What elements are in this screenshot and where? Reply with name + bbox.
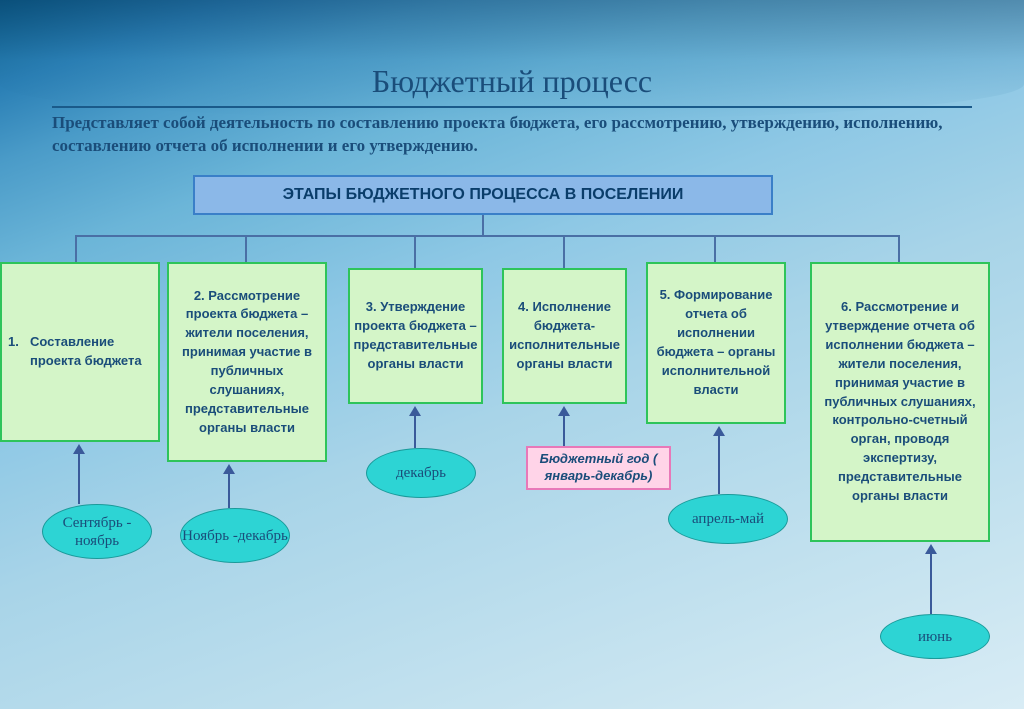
budget-year-box: Бюджетный год ( январь-декабрь) bbox=[526, 446, 671, 490]
page-title: Бюджетный процесс bbox=[52, 63, 972, 108]
stage-1-number: 1. bbox=[8, 333, 30, 371]
stage-6-box: 6. Рассмотрение и утверждение отчета об … bbox=[810, 262, 990, 542]
stage-1-box: 1. Составление проекта бюджета bbox=[0, 262, 160, 442]
stage-4-box: 4. Исполнение бюджета- исполнительные ор… bbox=[502, 268, 627, 404]
connector bbox=[245, 235, 247, 262]
stage-1-text: Составление проекта бюджета bbox=[30, 333, 152, 371]
connector bbox=[714, 235, 716, 262]
header-box: ЭТАПЫ БЮДЖЕТНОГО ПРОЦЕССА В ПОСЕЛЕНИИ bbox=[193, 175, 773, 215]
stage-2-box: 2. Рассмотрение проекта бюджета – жители… bbox=[167, 262, 327, 462]
connector bbox=[75, 235, 77, 262]
stage-5-box: 5. Формирование отчета об исполнении бюд… bbox=[646, 262, 786, 424]
arrow bbox=[414, 412, 416, 448]
connector bbox=[482, 215, 484, 235]
stage-3-box: 3. Утверждение проекта бюджета – предста… bbox=[348, 268, 483, 404]
connector bbox=[898, 235, 900, 262]
connector bbox=[75, 235, 900, 237]
arrow bbox=[228, 470, 230, 508]
page-subtitle: Представляет собой деятельность по соста… bbox=[52, 112, 972, 158]
period-2: Ноябрь -декабрь bbox=[180, 508, 290, 563]
period-1: Сентябрь - ноябрь bbox=[42, 504, 152, 559]
connector bbox=[563, 235, 565, 268]
connector bbox=[414, 235, 416, 268]
period-4: апрель-май bbox=[668, 494, 788, 544]
period-3: декабрь bbox=[366, 448, 476, 498]
period-5: июнь bbox=[880, 614, 990, 659]
arrow bbox=[930, 550, 932, 614]
arrow bbox=[718, 432, 720, 494]
arrow bbox=[78, 450, 80, 504]
arrow bbox=[563, 412, 565, 446]
